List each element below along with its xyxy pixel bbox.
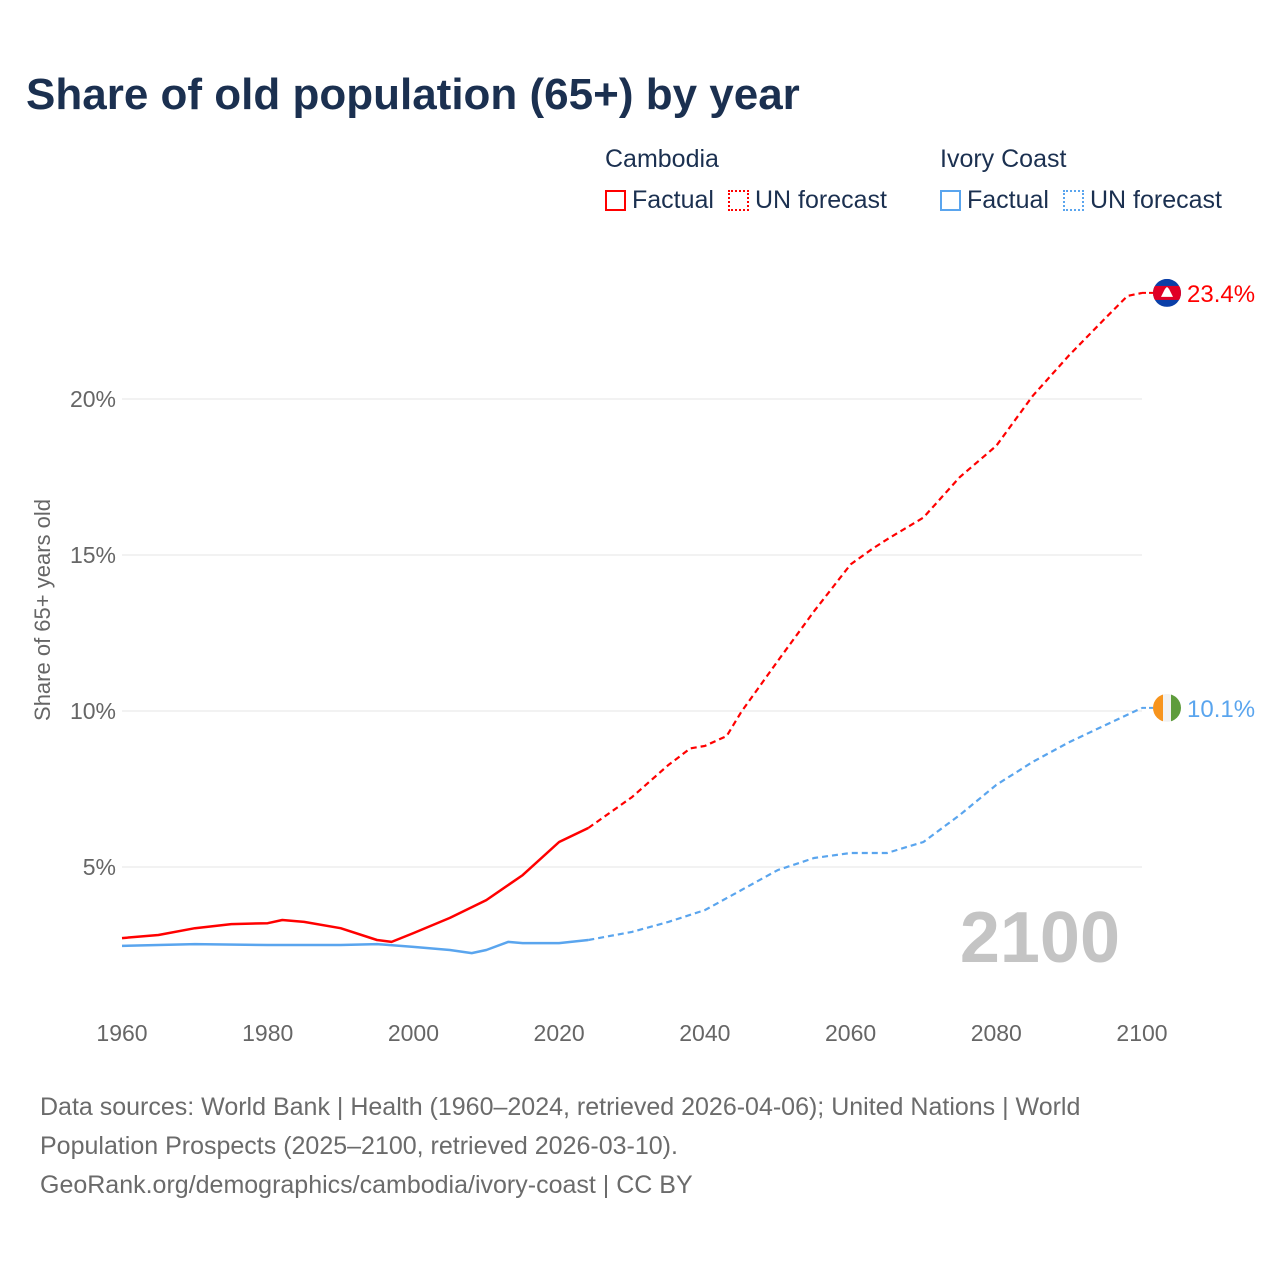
x-tick-label: 2060 — [825, 1020, 876, 1046]
angkor-wat-icon — [1161, 286, 1173, 297]
flag-stripe-green — [1171, 693, 1181, 722]
flag-body — [1153, 278, 1181, 307]
footer-credit[interactable]: GeoRank.org/demographics/cambodia/ivory-… — [40, 1171, 693, 1199]
legend-label: UN forecast — [1089, 186, 1222, 214]
line-cambodia-forecast — [587, 291, 1143, 829]
flag-stripe-white — [1163, 693, 1171, 722]
y-axis-label: Share of 65+ years old — [30, 499, 55, 721]
x-tick-label: 2020 — [534, 1020, 585, 1046]
x-tick-label: 2080 — [971, 1020, 1022, 1046]
solid-swatch-icon — [605, 190, 626, 211]
flag-stripe-orange — [1153, 693, 1163, 722]
legend-item-ivory-coast-forecast[interactable]: UN forecast — [1062, 186, 1222, 215]
end-value-label-cambodia: 23.4% — [1187, 281, 1255, 308]
legend-item-cambodia-factual[interactable]: Factual — [605, 186, 714, 215]
x-tick-label: 2040 — [679, 1020, 730, 1046]
chart-title: Share of old population (65+) by year — [26, 70, 800, 119]
legend-label: Factual — [632, 186, 714, 214]
line-ivory-coast-forecast — [588, 706, 1143, 942]
x-tick-label: 1960 — [96, 1020, 147, 1046]
y-tick-label: 20% — [70, 386, 116, 412]
cambodia-flag-icon — [1153, 278, 1181, 307]
y-tick-label: 5% — [83, 854, 116, 880]
legend-ivory-coast: Ivory Coast Factual UN forecast — [940, 145, 1222, 215]
flag-body — [1153, 693, 1181, 722]
legend-label: UN forecast — [754, 186, 887, 214]
legend-label: Factual — [967, 186, 1049, 214]
legend-group-name: Ivory Coast — [940, 145, 1067, 173]
line-cambodia-factual — [121, 826, 589, 944]
footer: Data sources: World Bank | Health (1960–… — [40, 1088, 1190, 1205]
footer-sources-line2: Population Prospects (2025–2100, retriev… — [40, 1132, 678, 1160]
x-tick-label: 1980 — [242, 1020, 293, 1046]
legend-item-cambodia-forecast[interactable]: UN forecast — [727, 186, 887, 215]
dotted-swatch-icon — [1062, 190, 1084, 211]
legend-group-name: Cambodia — [605, 145, 719, 173]
footer-sources-line1: Data sources: World Bank | Health (1960–… — [40, 1093, 1081, 1121]
x-tick-label: 2000 — [388, 1020, 439, 1046]
end-value-label-ivory-coast: 10.1% — [1187, 696, 1255, 723]
legend-item-ivory-coast-factual[interactable]: Factual — [940, 186, 1049, 215]
y-tick-label: 15% — [70, 542, 116, 568]
line-ivory-coast-factual — [121, 938, 589, 955]
solid-swatch-icon — [940, 190, 961, 211]
dotted-swatch-icon — [727, 190, 749, 211]
x-tick-label: 2100 — [1116, 1020, 1167, 1046]
legend-cambodia: Cambodia Factual UN forecast — [605, 145, 887, 215]
ivory-coast-flag-icon — [1153, 693, 1181, 722]
year-watermark: 2100 — [960, 898, 1120, 978]
y-tick-label: 10% — [70, 698, 116, 724]
